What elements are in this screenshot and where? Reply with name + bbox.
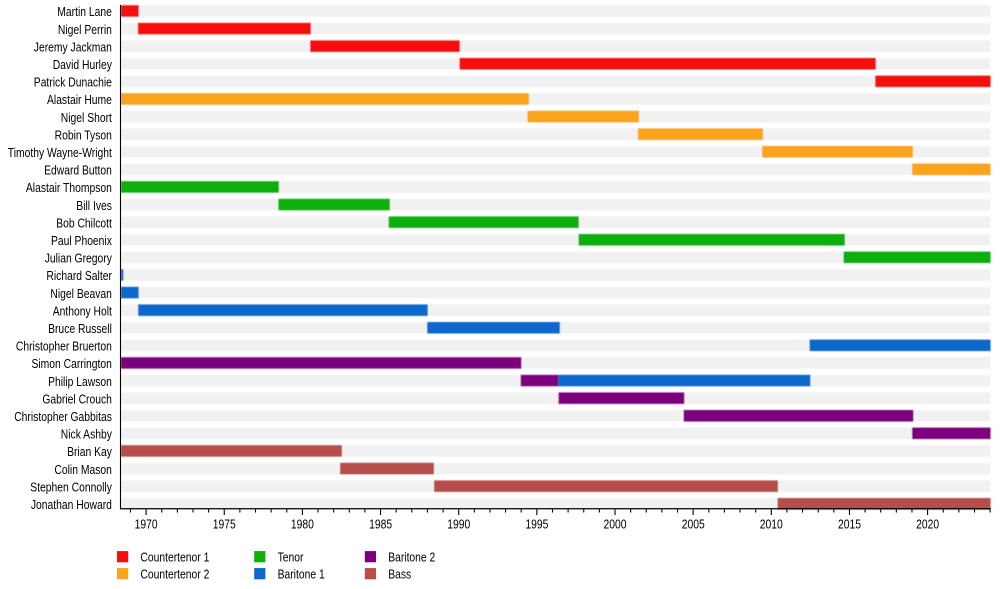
svg-text:Edward Button: Edward Button bbox=[44, 163, 112, 178]
svg-text:David Hurley: David Hurley bbox=[53, 57, 113, 72]
svg-text:Bob Chilcott: Bob Chilcott bbox=[56, 215, 112, 230]
svg-text:Brian Kay: Brian Kay bbox=[67, 444, 112, 459]
svg-text:1970: 1970 bbox=[135, 516, 158, 531]
svg-text:1980: 1980 bbox=[291, 516, 314, 531]
svg-text:Colin Mason: Colin Mason bbox=[54, 462, 112, 477]
svg-text:Tenor: Tenor bbox=[278, 550, 304, 565]
svg-text:2005: 2005 bbox=[682, 516, 705, 531]
svg-text:Gabriel Crouch: Gabriel Crouch bbox=[42, 391, 112, 406]
svg-text:Bass: Bass bbox=[388, 567, 411, 582]
svg-text:Nigel Beavan: Nigel Beavan bbox=[50, 286, 112, 301]
svg-text:Timothy Wayne-Wright: Timothy Wayne-Wright bbox=[8, 145, 112, 160]
svg-text:Bill Ives: Bill Ives bbox=[76, 198, 112, 213]
svg-text:Patrick Dunachie: Patrick Dunachie bbox=[34, 75, 112, 90]
svg-text:Jeremy Jackman: Jeremy Jackman bbox=[34, 39, 112, 54]
svg-text:Philip Lawson: Philip Lawson bbox=[48, 374, 112, 389]
svg-text:Richard Salter: Richard Salter bbox=[46, 268, 112, 283]
svg-text:Julian Gregory: Julian Gregory bbox=[45, 251, 113, 266]
svg-text:Nigel Short: Nigel Short bbox=[61, 110, 112, 125]
svg-text:Simon Carrington: Simon Carrington bbox=[32, 356, 112, 371]
svg-text:Countertenor 2: Countertenor 2 bbox=[140, 567, 209, 582]
svg-text:2010: 2010 bbox=[760, 516, 783, 531]
svg-text:Alastair Hume: Alastair Hume bbox=[47, 92, 112, 107]
svg-text:Christopher Gabbitas: Christopher Gabbitas bbox=[14, 409, 112, 424]
svg-text:Bruce Russell: Bruce Russell bbox=[48, 321, 112, 336]
svg-text:1985: 1985 bbox=[369, 516, 392, 531]
svg-text:Nick Ashby: Nick Ashby bbox=[61, 427, 112, 442]
svg-text:Baritone 2: Baritone 2 bbox=[388, 550, 435, 565]
svg-text:Alastair Thompson: Alastair Thompson bbox=[26, 180, 112, 195]
svg-text:Nigel Perrin: Nigel Perrin bbox=[58, 22, 112, 37]
svg-text:2020: 2020 bbox=[916, 516, 939, 531]
svg-text:1975: 1975 bbox=[213, 516, 236, 531]
svg-text:Jonathan Howard: Jonathan Howard bbox=[31, 497, 112, 512]
svg-text:Baritone 1: Baritone 1 bbox=[278, 567, 325, 582]
svg-text:2015: 2015 bbox=[838, 516, 861, 531]
svg-text:Countertenor 1: Countertenor 1 bbox=[140, 550, 209, 565]
svg-text:Anthony Holt: Anthony Holt bbox=[53, 303, 113, 318]
svg-text:Paul Phoenix: Paul Phoenix bbox=[51, 233, 112, 248]
svg-text:Stephen Connolly: Stephen Connolly bbox=[30, 479, 112, 494]
svg-text:Robin Tyson: Robin Tyson bbox=[55, 127, 112, 142]
svg-text:Martin Lane: Martin Lane bbox=[57, 4, 112, 19]
svg-text:1990: 1990 bbox=[447, 516, 470, 531]
svg-text:Christopher Bruerton: Christopher Bruerton bbox=[16, 339, 112, 354]
svg-text:1995: 1995 bbox=[525, 516, 548, 531]
svg-text:2000: 2000 bbox=[604, 516, 627, 531]
